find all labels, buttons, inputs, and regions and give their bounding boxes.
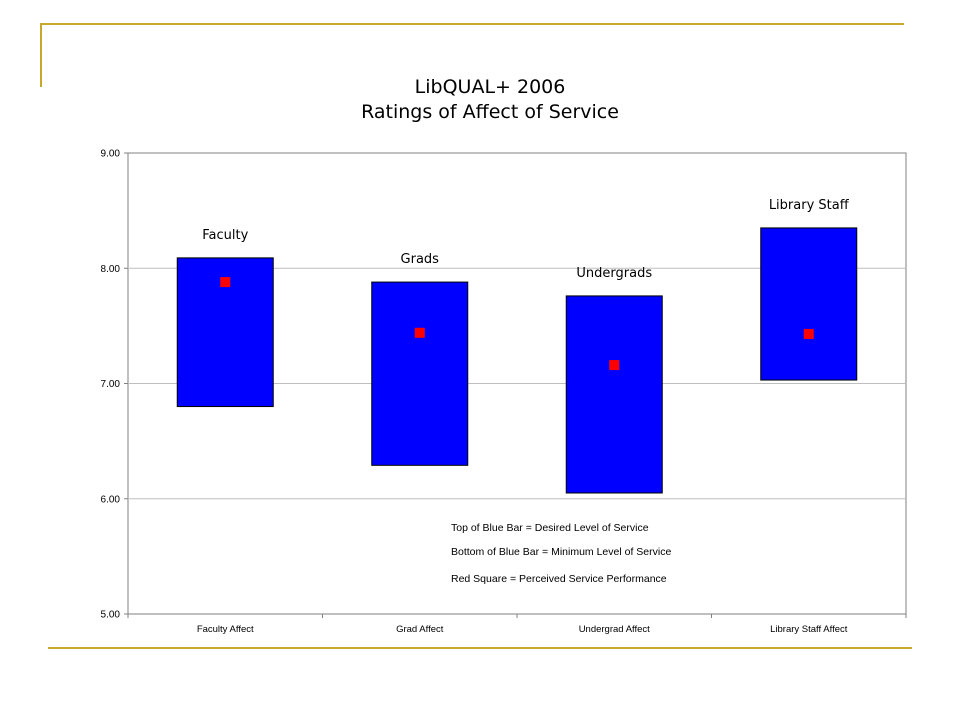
chart-title: LibQUAL+ 2006: [414, 76, 566, 98]
range-bar: [371, 281, 469, 466]
x-tick-label: Undergrad Affect: [579, 624, 650, 635]
y-tick-label: 9.00: [101, 149, 121, 160]
perceived-marker: [803, 328, 814, 339]
group-label: Grads: [401, 252, 440, 267]
bottom-accent-line: [48, 647, 912, 649]
legend-note: Red Square = Perceived Service Performan…: [451, 573, 667, 585]
left-accent-line: [40, 23, 42, 87]
x-tick-label: Faculty Affect: [197, 624, 254, 635]
y-tick-label: 5.00: [101, 610, 121, 621]
group-label: Undergrads: [576, 266, 652, 281]
group-label: Library Staff: [769, 198, 850, 213]
group-label: Faculty: [202, 228, 248, 243]
legend-note: Bottom of Blue Bar = Minimum Level of Se…: [451, 546, 671, 558]
top-accent-line: [40, 23, 904, 25]
perceived-marker: [220, 277, 231, 288]
y-tick-label: 6.00: [101, 494, 121, 505]
x-tick-label: Grad Affect: [396, 624, 444, 635]
range-bar: [565, 295, 663, 494]
perceived-marker: [609, 360, 620, 371]
y-tick-label: 7.00: [101, 379, 121, 390]
range-bar: [760, 227, 858, 381]
legend-note: Top of Blue Bar = Desired Level of Servi…: [451, 522, 649, 534]
chart-subtitle: Ratings of Affect of Service: [361, 101, 619, 123]
y-tick-label: 8.00: [101, 264, 121, 275]
perceived-marker: [414, 327, 425, 338]
x-tick-label: Library Staff Affect: [770, 624, 848, 635]
